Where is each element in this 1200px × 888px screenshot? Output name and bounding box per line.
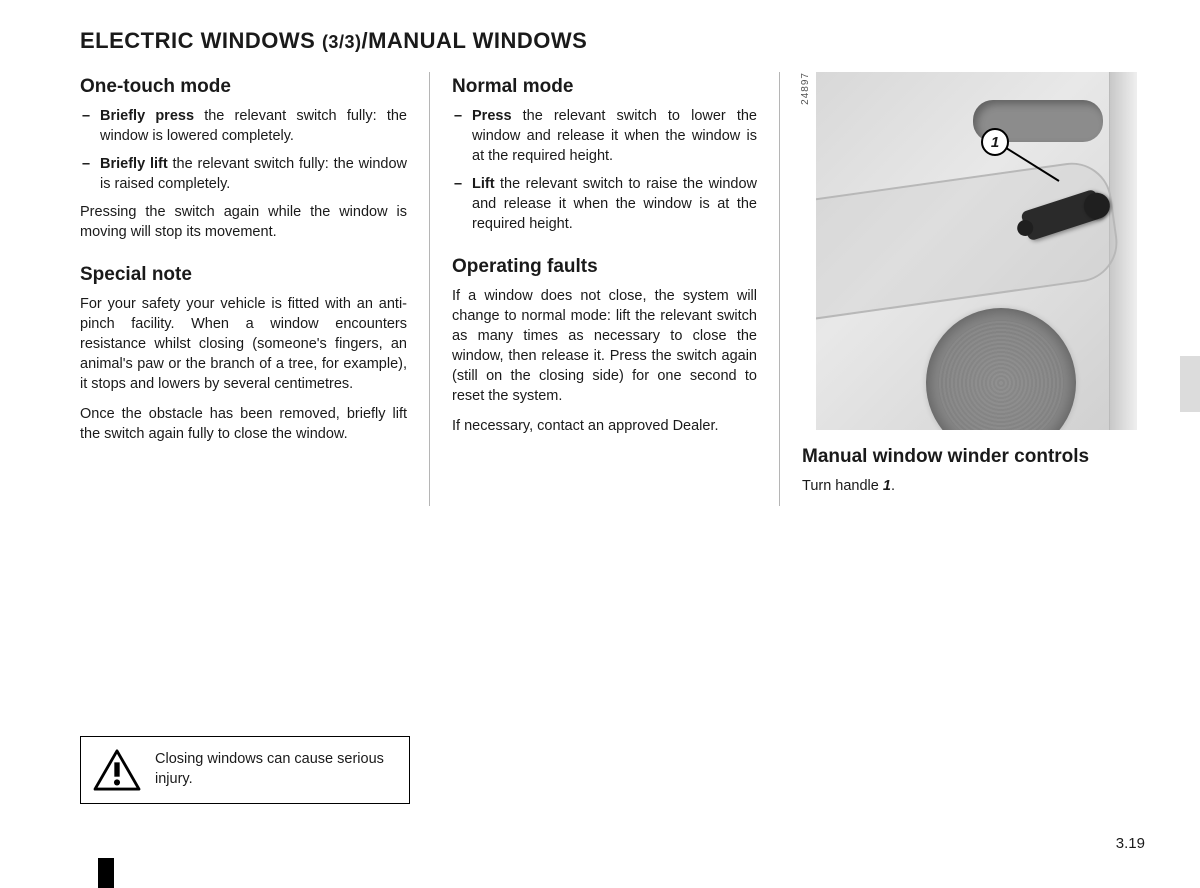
paragraph: If a window does not close, the system w… [452, 286, 757, 406]
door-panel-figure: 1 [816, 72, 1137, 430]
column-2: Normal mode Press the relevant switch to… [430, 72, 780, 506]
heading-one-touch: One-touch mode [80, 76, 407, 98]
heading-manual-winder: Manual window winder controls [802, 446, 1140, 468]
column-3: 24897 1 Manual window winder controls Tu… [780, 72, 1140, 506]
door-trim-line [816, 158, 1123, 327]
p-text: . [891, 478, 895, 494]
list-item: Briefly press the relevant switch fully:… [80, 106, 407, 146]
heading-special-note: Special note [80, 264, 407, 286]
footer-mark [98, 858, 114, 888]
title-main: ELECTRIC WINDOWS [80, 28, 322, 53]
heading-normal-mode: Normal mode [452, 76, 757, 98]
figure-wrap: 24897 1 [802, 72, 1137, 430]
list-item: Press the relevant switch to lower the w… [452, 106, 757, 166]
one-touch-list: Briefly press the relevant switch fully:… [80, 106, 407, 194]
list-item: Lift the relevant switch to raise the wi… [452, 174, 757, 234]
paragraph: For your safety your vehicle is fitted w… [80, 294, 407, 394]
thumb-tab [1180, 356, 1200, 412]
title-paren: (3/3) [322, 32, 362, 52]
warning-box: Closing windows can cause serious injury… [80, 736, 410, 804]
li-bold: Lift [472, 176, 495, 192]
li-text: the relevant switch to lower the window … [472, 108, 757, 164]
paragraph: If necessary, contact an approved Dealer… [452, 416, 757, 436]
callout-1: 1 [981, 128, 1009, 156]
door-speaker [926, 308, 1076, 430]
title-suffix: /MANUAL WINDOWS [361, 28, 587, 53]
list-item: Briefly lift the relevant switch fully: … [80, 154, 407, 194]
paragraph: Turn handle 1. [802, 476, 1140, 496]
figure-id: 24897 [800, 72, 811, 105]
li-bold: Briefly press [100, 108, 194, 124]
p-text: Turn handle [802, 478, 883, 494]
page-number: 3.19 [1116, 835, 1145, 852]
li-bold: Press [472, 108, 512, 124]
li-text: the relevant switch to raise the window … [472, 176, 757, 232]
ref-number: 1 [883, 478, 891, 494]
warning-triangle-icon [93, 749, 141, 791]
paragraph: Pressing the switch again while the wind… [80, 202, 407, 242]
paragraph: Once the obstacle has been removed, brie… [80, 404, 407, 444]
page-title: ELECTRIC WINDOWS (3/3)/MANUAL WINDOWS [80, 28, 1145, 54]
li-bold: Briefly lift [100, 156, 168, 172]
normal-mode-list: Press the relevant switch to lower the w… [452, 106, 757, 234]
heading-operating-faults: Operating faults [452, 256, 757, 278]
column-1: One-touch mode Briefly press the relevan… [80, 72, 430, 506]
warning-text: Closing windows can cause serious injury… [155, 750, 397, 789]
